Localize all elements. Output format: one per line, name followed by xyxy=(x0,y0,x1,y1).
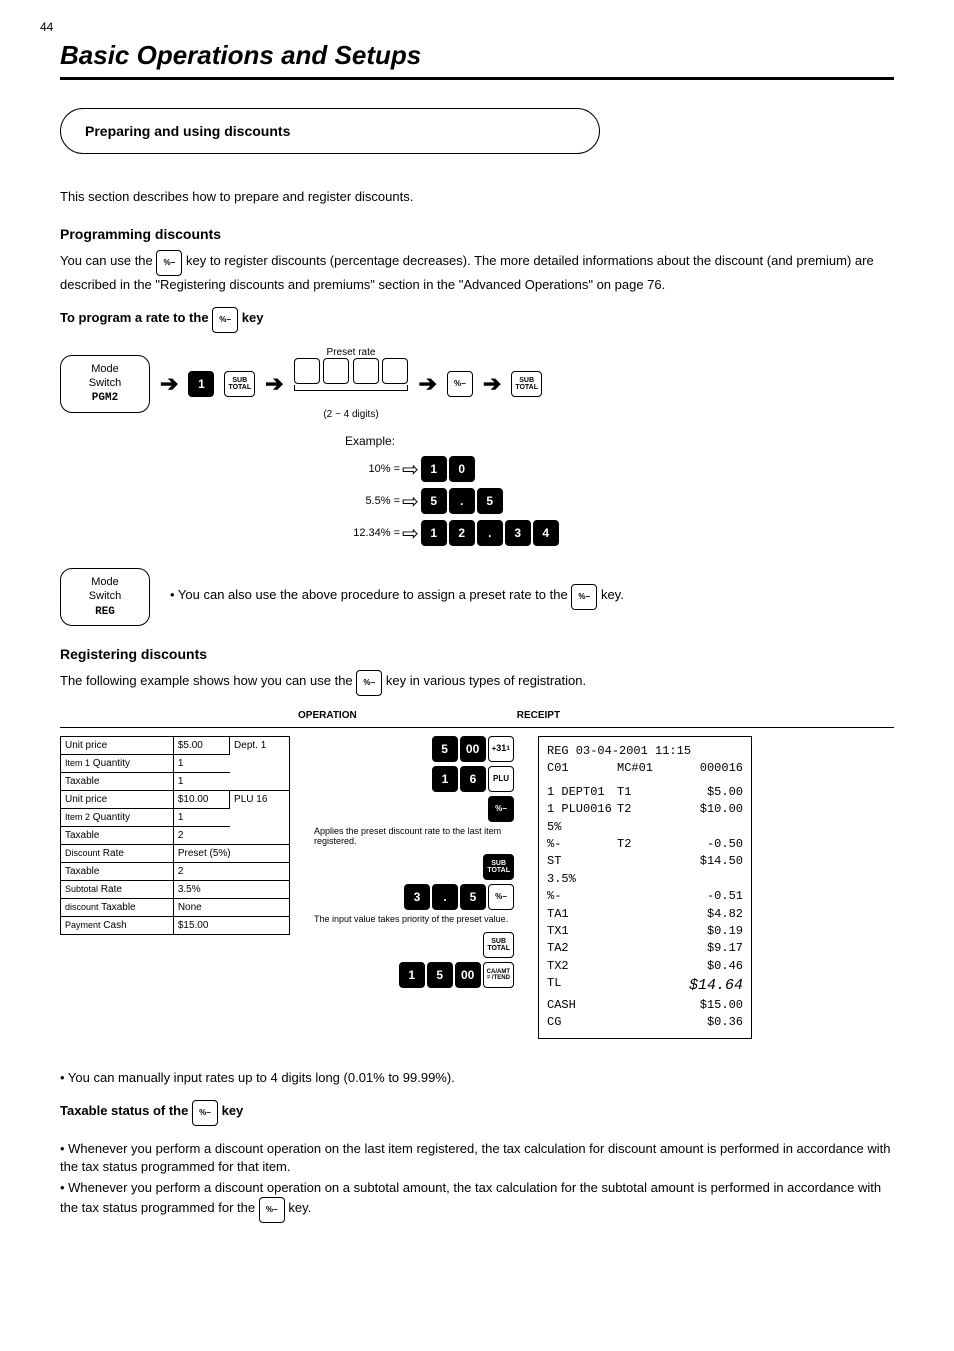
footnote-1: • You can manually input rates up to 4 d… xyxy=(60,1069,894,1087)
programming-paragraph: You can use the %− key to register disco… xyxy=(60,250,894,294)
key-1: 1 xyxy=(188,371,214,397)
mode-switch-box-2: ModeSwitch REG xyxy=(60,568,150,626)
note-flow: ModeSwitch REG • You can also use the ab… xyxy=(60,568,894,626)
pct-minus-key-3: %− xyxy=(447,371,473,397)
foot-para-b: • Whenever you perform a discount operat… xyxy=(60,1179,894,1223)
tax-heading: Taxable status of the %− key xyxy=(60,1100,894,1126)
pct-minus-key-6: %− xyxy=(192,1100,218,1126)
pct-minus-key: %− xyxy=(156,250,182,276)
receipt-row: %--0.51 xyxy=(547,888,743,905)
example-block: 10% = 1 0 5.5% = 5 . 5 12.34% = 1 2 . 3 … xyxy=(130,456,894,546)
pct-minus-key-7: %− xyxy=(259,1197,285,1223)
receipt-row: TA1$4.82 xyxy=(547,906,743,923)
preset-rate-group: Preset rate (2 ~ 4 digits) xyxy=(294,347,409,420)
receipt-row: 5% xyxy=(547,819,743,836)
receipt: REG 03-04-2001 11:15 C01 MC#01 000016 1 … xyxy=(538,736,752,1039)
key-subtotal: SUB TOTAL xyxy=(224,371,255,397)
receipt-row: TX2$0.46 xyxy=(547,958,743,975)
page-number: 44 xyxy=(40,20,53,34)
example-area: Unit price$5.00Dept. 1 Item 1 Quantity1 … xyxy=(60,736,894,1039)
preset-rate-label: Preset rate xyxy=(294,347,409,358)
programming-flow: ModeSwitch PGM2 1 SUB TOTAL Preset rate … xyxy=(60,347,894,420)
pct-minus-key-4: %− xyxy=(571,584,597,610)
foot-para-a: • Whenever you perform a discount operat… xyxy=(60,1140,894,1175)
table-headings: OPERATION RECEIPT xyxy=(298,710,894,721)
pct-minus-key-2: %− xyxy=(212,307,238,333)
intro-box: Preparing and using discounts xyxy=(60,108,600,154)
receipt-row: 3.5% xyxy=(547,871,743,888)
receipt-row: TA2$9.17 xyxy=(547,940,743,957)
receipt-row: 1 DEPT01T1$5.00 xyxy=(547,784,743,801)
example-label: Example: xyxy=(345,434,894,448)
arrow-3 xyxy=(418,371,436,397)
receipt-row: 1 PLU0016T2$10.00 xyxy=(547,801,743,818)
receipt-row: TX1$0.19 xyxy=(547,923,743,940)
mode-switch-box: ModeSwitch PGM2 xyxy=(60,355,150,413)
example-table: Unit price$5.00Dept. 1 Item 1 Quantity1 … xyxy=(60,736,290,935)
key-subtotal-2: SUB TOTAL xyxy=(511,371,542,397)
brace-label: (2 ~ 4 digits) xyxy=(294,409,409,420)
intro-paragraph: This section describes how to prepare an… xyxy=(60,188,894,206)
arrow-2 xyxy=(265,371,283,397)
registering-paragraph: The following example shows how you can … xyxy=(60,670,894,696)
arrow-4 xyxy=(483,371,501,397)
pct-minus-key-5: %− xyxy=(356,670,382,696)
receipt-row: ST$14.50 xyxy=(547,853,743,870)
operation-column: 5 00 + 311 1 6 PLU %− Applies the preset… xyxy=(314,736,514,992)
registering-heading: Registering discounts xyxy=(60,646,894,662)
subhead-program-rate: To program a rate to the %− key xyxy=(60,307,894,333)
arrow-1 xyxy=(160,371,178,397)
section-title: Basic Operations and Setups xyxy=(60,40,894,80)
intro-box-title: Preparing and using discounts xyxy=(85,123,575,139)
receipt-row: %-T2-0.50 xyxy=(547,836,743,853)
programming-heading: Programming discounts xyxy=(60,226,894,242)
